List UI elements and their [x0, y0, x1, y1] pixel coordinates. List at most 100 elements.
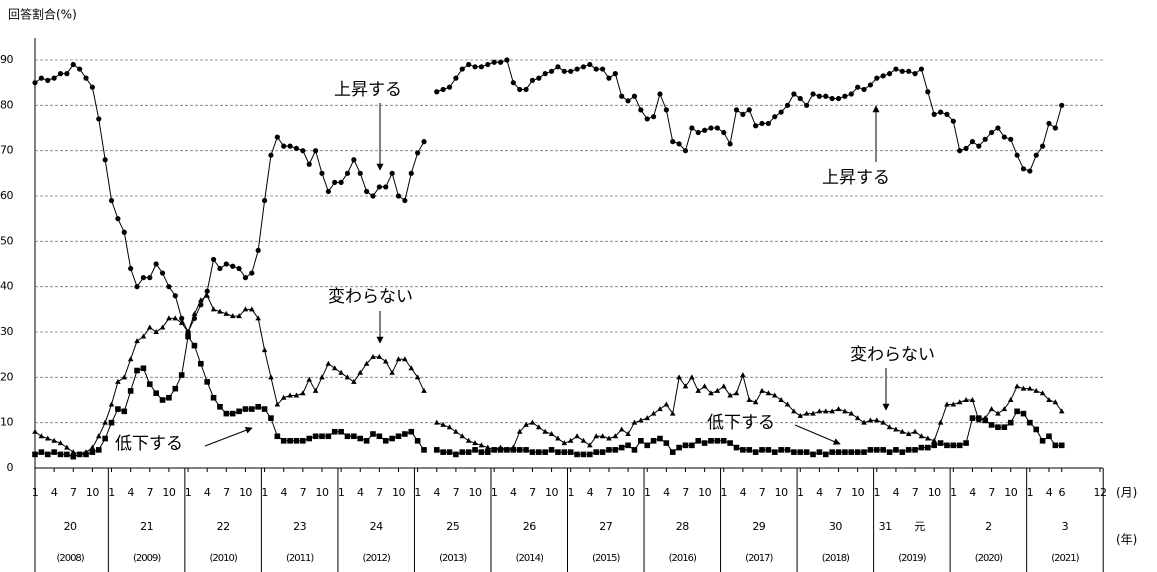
- x-tick-label: 4: [587, 486, 594, 499]
- x-tick-label: 7: [453, 486, 460, 499]
- point: [701, 440, 708, 446]
- point: [440, 449, 446, 455]
- point: [791, 449, 797, 455]
- point: [281, 143, 287, 149]
- point: [478, 442, 485, 448]
- x-tick-label: 7: [606, 486, 613, 499]
- point: [829, 95, 835, 102]
- point: [510, 447, 517, 453]
- annotation: 低下する: [115, 434, 183, 454]
- point: [344, 374, 351, 380]
- western-year-label: (2013): [439, 553, 467, 564]
- point: [351, 378, 357, 384]
- point: [950, 118, 956, 124]
- x-tick-label: 1: [491, 486, 498, 499]
- point: [198, 360, 204, 367]
- point: [32, 428, 38, 434]
- point: [663, 440, 670, 446]
- y-tick-label: 50: [0, 234, 13, 247]
- point: [102, 419, 108, 425]
- point: [204, 379, 210, 385]
- x-tick-label: 4: [510, 486, 517, 499]
- era-year-label: 28: [676, 520, 689, 533]
- point: [414, 438, 421, 444]
- point: [899, 449, 906, 455]
- point: [599, 66, 606, 72]
- point: [829, 449, 835, 455]
- point: [778, 397, 784, 402]
- point: [1046, 433, 1052, 440]
- point: [210, 394, 217, 401]
- era-year-label: 20: [64, 520, 77, 533]
- point: [38, 449, 45, 455]
- point: [408, 170, 414, 176]
- point: [771, 449, 778, 455]
- point: [217, 404, 223, 410]
- point: [650, 114, 657, 120]
- point: [912, 71, 918, 77]
- point: [223, 410, 230, 417]
- point: [510, 80, 516, 86]
- point: [708, 390, 714, 396]
- point: [574, 433, 580, 439]
- x-tick-label: 6: [1058, 486, 1065, 499]
- x-tick-label: 4: [127, 486, 134, 499]
- western-year-label: (2018): [822, 553, 850, 564]
- point: [1033, 426, 1040, 433]
- point: [1039, 438, 1046, 444]
- point: [434, 89, 440, 95]
- point: [765, 447, 772, 453]
- point: [491, 59, 497, 65]
- point: [714, 125, 720, 131]
- point: [331, 428, 338, 435]
- point: [957, 148, 963, 154]
- point: [357, 369, 364, 375]
- point: [1033, 387, 1040, 393]
- western-year-label: (2014): [516, 553, 544, 564]
- point: [695, 129, 701, 136]
- x-tick-label: 10: [1004, 486, 1017, 499]
- point: [1020, 410, 1027, 417]
- point: [886, 424, 893, 430]
- point: [568, 68, 574, 74]
- point: [854, 415, 861, 421]
- point: [733, 444, 740, 451]
- point: [370, 193, 376, 199]
- point: [147, 275, 153, 281]
- point: [555, 435, 561, 441]
- point: [32, 451, 38, 458]
- point: [1014, 152, 1020, 158]
- series-line: [436, 59, 1063, 172]
- point: [778, 109, 784, 115]
- point: [1058, 442, 1065, 449]
- point: [472, 440, 478, 446]
- point: [1040, 143, 1046, 149]
- point: [440, 86, 446, 93]
- point: [64, 71, 70, 77]
- point: [376, 433, 383, 440]
- point: [612, 433, 619, 439]
- point: [1001, 134, 1007, 140]
- point: [108, 401, 115, 407]
- point: [963, 440, 969, 446]
- x-tick-label: 10: [851, 486, 864, 499]
- point: [925, 89, 931, 95]
- point: [778, 447, 784, 453]
- western-year-label: (2012): [363, 553, 391, 564]
- point: [848, 91, 854, 97]
- x-tick-label: 1: [1027, 486, 1034, 499]
- point: [848, 449, 855, 455]
- point: [536, 75, 542, 81]
- point: [332, 179, 338, 185]
- y-tick-label: 90: [0, 53, 13, 66]
- point: [950, 442, 957, 449]
- point: [574, 451, 580, 458]
- point: [229, 313, 236, 319]
- point: [51, 75, 57, 81]
- point: [861, 449, 867, 455]
- point: [415, 150, 421, 156]
- point: [376, 184, 382, 190]
- point: [835, 449, 842, 455]
- era-year-label: 30: [829, 520, 842, 533]
- point: [593, 66, 599, 72]
